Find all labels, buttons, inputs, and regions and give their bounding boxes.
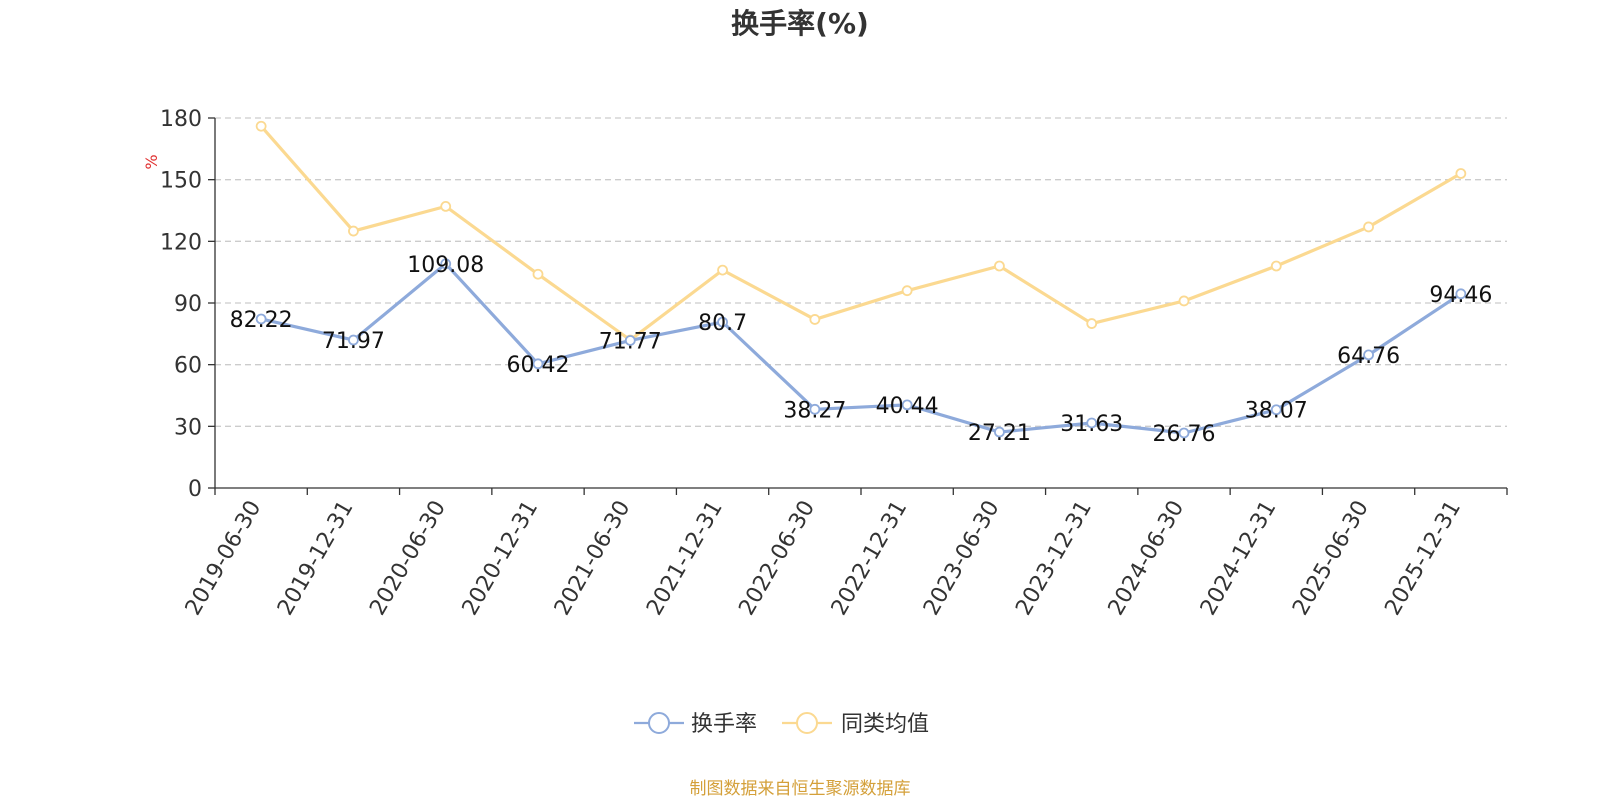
- data-point: [994, 426, 1005, 438]
- data-point: [1178, 427, 1190, 439]
- series-lines: [255, 120, 1467, 439]
- x-tick-label: 2019-12-31: [273, 497, 359, 620]
- x-tick-label: 2019-06-30: [181, 497, 267, 620]
- data-point: [532, 268, 544, 280]
- legend-item-peer-average[interactable]: 同类均值: [782, 712, 929, 737]
- data-point: [1270, 260, 1282, 272]
- data-point: [255, 313, 267, 325]
- data-label: 71.97: [322, 329, 385, 354]
- data-point: [1455, 288, 1467, 300]
- data-point: [1086, 417, 1098, 429]
- x-tick-label: 2024-06-30: [1104, 497, 1190, 620]
- series-turnover-rate: [255, 258, 1467, 439]
- data-point: [1363, 349, 1374, 361]
- y-tick-label: 30: [174, 415, 202, 440]
- data-source-note: 制图数据来自恒生聚源数据库: [690, 779, 911, 799]
- x-tick-label: 2022-06-30: [734, 497, 820, 620]
- legend-label: 换手率: [691, 712, 757, 737]
- data-label: 64.76: [1337, 344, 1400, 369]
- data-label: 94.46: [1429, 283, 1492, 308]
- y-tick-label: 180: [160, 107, 202, 132]
- y-tick-label: 120: [160, 230, 202, 255]
- x-tick-label: 2022-12-31: [827, 496, 913, 619]
- data-point: [440, 258, 452, 270]
- data-label: 27.21: [968, 421, 1031, 446]
- x-tick-label: 2025-12-31: [1380, 497, 1466, 620]
- data-label: 60.42: [507, 353, 570, 378]
- data-label: 80.7: [698, 311, 747, 336]
- chart-title: 换手率(%): [731, 7, 869, 40]
- y-tick-label: 60: [174, 354, 202, 379]
- series-peer-average: [255, 120, 1467, 346]
- data-point: [348, 334, 359, 346]
- data-point: [809, 403, 821, 415]
- x-tick-label: 2023-12-31: [1011, 497, 1097, 620]
- data-point: [994, 260, 1005, 272]
- x-tick-label: 2020-12-31: [458, 497, 544, 620]
- data-point: [1270, 404, 1282, 416]
- legend-circle-icon: [796, 712, 818, 734]
- data-label: 38.07: [1245, 399, 1308, 424]
- data-point: [440, 200, 452, 212]
- x-tick-label: 2021-12-31: [642, 497, 728, 620]
- x-tick-label: 2023-06-30: [919, 497, 1005, 620]
- data-point: [532, 358, 544, 370]
- series-line: [259, 124, 1463, 342]
- data-point: [624, 335, 636, 346]
- data-label: 109.08: [407, 253, 484, 278]
- legend[interactable]: 换手率 同类均值: [634, 712, 929, 737]
- data-point: [901, 285, 913, 297]
- legend-circle-icon: [648, 712, 670, 734]
- data-point: [717, 264, 728, 276]
- x-tick-label: 2025-06-30: [1288, 497, 1374, 620]
- data-point: [1363, 221, 1374, 233]
- y-tick-label: 90: [174, 292, 202, 317]
- data-label: 26.76: [1153, 422, 1216, 447]
- data-label: 38.27: [783, 398, 846, 423]
- x-tick-label: 2020-06-30: [365, 497, 451, 620]
- data-labels: 82.22 71.97 109.08 60.42 71.77 80.7 38.27 40.44…: [230, 253, 1493, 447]
- data-point: [901, 399, 913, 411]
- data-point: [255, 120, 267, 132]
- data-label: 40.44: [876, 394, 939, 419]
- y-tick-label: 0: [188, 477, 202, 502]
- series-line: [259, 262, 1463, 435]
- data-point: [809, 314, 821, 325]
- y-tick-label: 150: [160, 169, 202, 194]
- data-point: [1455, 168, 1467, 179]
- data-label: 31.63: [1060, 412, 1123, 437]
- data-label: 71.77: [599, 329, 662, 354]
- legend-label: 同类均值: [841, 712, 929, 737]
- data-point: [1178, 295, 1190, 307]
- x-tick-label: 2021-06-30: [550, 497, 636, 620]
- data-point: [348, 225, 359, 237]
- legend-item-turnover-rate[interactable]: 换手率: [634, 712, 757, 737]
- data-point: [717, 316, 728, 328]
- data-point: [1086, 318, 1098, 329]
- x-tick-label: 2024-12-31: [1196, 497, 1282, 620]
- grid-lines: [215, 117, 1507, 427]
- y-axis-unit-label: %: [142, 154, 161, 169]
- data-label: 82.22: [230, 308, 293, 333]
